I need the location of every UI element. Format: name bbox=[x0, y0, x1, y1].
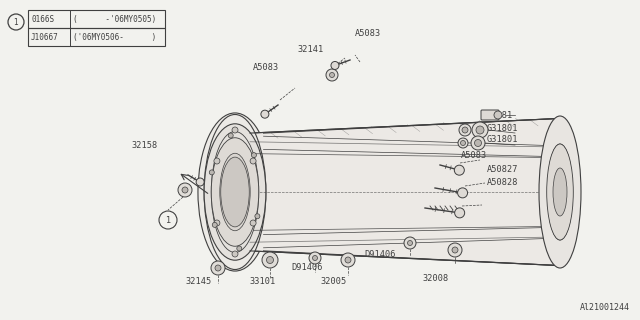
Bar bbox=[28, 10, 165, 28]
Circle shape bbox=[408, 241, 413, 245]
Ellipse shape bbox=[539, 116, 581, 268]
Circle shape bbox=[250, 158, 256, 164]
Text: 32145: 32145 bbox=[186, 277, 212, 286]
Ellipse shape bbox=[547, 144, 573, 240]
Circle shape bbox=[252, 153, 257, 158]
Text: 32141: 32141 bbox=[298, 45, 324, 54]
Circle shape bbox=[214, 158, 220, 164]
Circle shape bbox=[309, 252, 321, 264]
Text: A50827: A50827 bbox=[486, 165, 518, 174]
Text: G31801: G31801 bbox=[486, 124, 518, 132]
Text: A5083: A5083 bbox=[355, 29, 381, 38]
Ellipse shape bbox=[211, 132, 259, 252]
Circle shape bbox=[255, 214, 260, 219]
Text: 32005: 32005 bbox=[320, 277, 346, 286]
Circle shape bbox=[211, 261, 225, 275]
Circle shape bbox=[326, 69, 338, 81]
Text: A50828: A50828 bbox=[486, 178, 518, 187]
Circle shape bbox=[454, 208, 465, 218]
FancyBboxPatch shape bbox=[481, 110, 499, 120]
Circle shape bbox=[461, 140, 465, 146]
Text: 0166S: 0166S bbox=[31, 14, 54, 23]
Circle shape bbox=[494, 111, 502, 119]
Circle shape bbox=[454, 165, 464, 175]
Circle shape bbox=[458, 138, 468, 148]
Text: J10667: J10667 bbox=[31, 33, 59, 42]
Circle shape bbox=[474, 140, 481, 147]
Text: Al21001244: Al21001244 bbox=[580, 303, 630, 312]
Ellipse shape bbox=[221, 157, 249, 227]
Circle shape bbox=[215, 265, 221, 271]
Text: G31801: G31801 bbox=[486, 135, 518, 144]
Text: A5083: A5083 bbox=[253, 63, 279, 72]
Circle shape bbox=[459, 124, 471, 136]
Circle shape bbox=[261, 110, 269, 118]
Circle shape bbox=[232, 251, 238, 257]
Ellipse shape bbox=[198, 113, 272, 271]
Circle shape bbox=[232, 127, 238, 133]
Ellipse shape bbox=[553, 168, 567, 216]
Circle shape bbox=[458, 188, 468, 198]
Circle shape bbox=[182, 187, 188, 193]
Circle shape bbox=[312, 255, 317, 260]
Ellipse shape bbox=[204, 115, 266, 269]
Circle shape bbox=[196, 178, 204, 186]
Circle shape bbox=[228, 133, 233, 138]
Circle shape bbox=[250, 220, 256, 226]
Circle shape bbox=[345, 257, 351, 263]
Circle shape bbox=[237, 246, 242, 251]
Text: 32008: 32008 bbox=[422, 274, 449, 283]
Circle shape bbox=[331, 61, 339, 69]
Text: 1: 1 bbox=[13, 18, 19, 27]
Text: FRONT: FRONT bbox=[215, 177, 245, 197]
Ellipse shape bbox=[554, 170, 566, 214]
Text: 1: 1 bbox=[165, 215, 171, 225]
Ellipse shape bbox=[220, 153, 250, 231]
Text: D91406: D91406 bbox=[291, 263, 323, 272]
Text: 33101: 33101 bbox=[250, 277, 276, 286]
Circle shape bbox=[476, 126, 484, 134]
Text: A5083: A5083 bbox=[461, 151, 487, 160]
Circle shape bbox=[178, 183, 192, 197]
Circle shape bbox=[448, 243, 462, 257]
Text: (      -'06MY0505): ( -'06MY0505) bbox=[73, 14, 156, 23]
Circle shape bbox=[452, 247, 458, 253]
Circle shape bbox=[471, 136, 485, 150]
Bar bbox=[28, 28, 165, 46]
Circle shape bbox=[341, 253, 355, 267]
Ellipse shape bbox=[211, 138, 259, 246]
Text: D91406: D91406 bbox=[365, 250, 396, 259]
Circle shape bbox=[214, 220, 220, 226]
Circle shape bbox=[472, 122, 488, 138]
Circle shape bbox=[212, 222, 217, 228]
Circle shape bbox=[209, 170, 214, 175]
Circle shape bbox=[404, 237, 416, 249]
Text: ('06MY0506-      ): ('06MY0506- ) bbox=[73, 33, 156, 42]
Circle shape bbox=[462, 127, 468, 133]
Text: 32158: 32158 bbox=[131, 141, 157, 150]
Polygon shape bbox=[250, 118, 560, 266]
Ellipse shape bbox=[204, 124, 266, 260]
Text: G7181: G7181 bbox=[486, 111, 513, 120]
Ellipse shape bbox=[540, 118, 580, 266]
Circle shape bbox=[266, 257, 273, 263]
Circle shape bbox=[330, 73, 335, 77]
Circle shape bbox=[262, 252, 278, 268]
Ellipse shape bbox=[547, 144, 573, 240]
